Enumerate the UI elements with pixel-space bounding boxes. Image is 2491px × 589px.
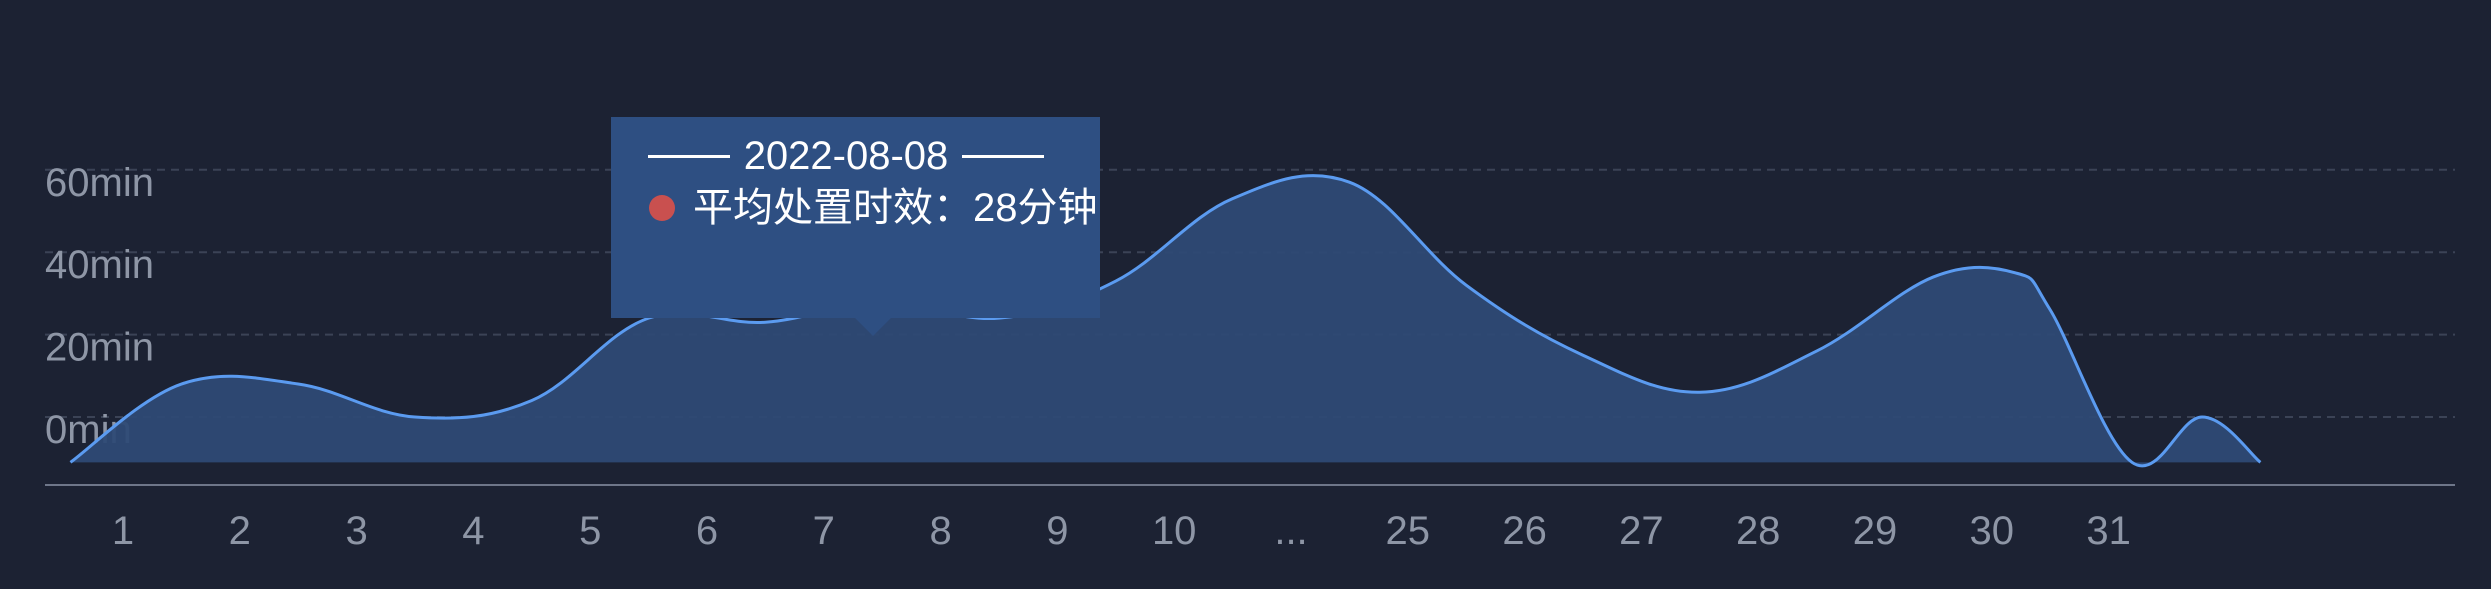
x-tick-label: 30 — [1970, 509, 2015, 553]
tooltip: 2022-08-08 平均处置时效：28分钟 — [611, 117, 1100, 336]
series-line — [69, 174, 2262, 468]
x-tick-label: 4 — [462, 509, 484, 553]
x-tick-label: 6 — [696, 509, 718, 553]
x-tick-label: 3 — [345, 509, 367, 553]
x-tick-label: 5 — [579, 509, 601, 553]
x-tick-label: 31 — [2086, 509, 2131, 553]
x-tick-label: ... — [1274, 509, 1307, 553]
x-tick-label: 1 — [112, 509, 134, 553]
tooltip-row: 平均处置时效：28分钟 — [649, 183, 1100, 233]
tooltip-header: 2022-08-08 — [641, 131, 1051, 181]
x-tick-label: 10 — [1152, 509, 1197, 553]
tooltip-value-label: 平均处置时效：28分钟 — [693, 186, 1098, 230]
series-area — [70, 175, 2261, 466]
tooltip-date: 2022-08-08 — [743, 134, 949, 178]
tooltip-header-line-left — [647, 154, 730, 158]
x-tick-label: 29 — [1853, 509, 1898, 553]
x-tick-label: 26 — [1502, 509, 1547, 553]
x-tick-label: 2 — [229, 509, 251, 553]
x-tick-label: 28 — [1736, 509, 1781, 553]
x-tick-label: 8 — [929, 509, 951, 553]
series-marker-icon — [649, 195, 675, 221]
x-tick-label: 7 — [813, 509, 835, 553]
tooltip-header-line-right — [962, 154, 1045, 158]
x-tick-label: 9 — [1046, 509, 1068, 553]
y-tick-label: 20min — [45, 326, 154, 370]
y-tick-label: 40min — [45, 243, 154, 287]
y-tick-label: 60min — [45, 161, 154, 205]
x-tick-label: 27 — [1619, 509, 1664, 553]
x-tick-label: 25 — [1386, 509, 1431, 553]
